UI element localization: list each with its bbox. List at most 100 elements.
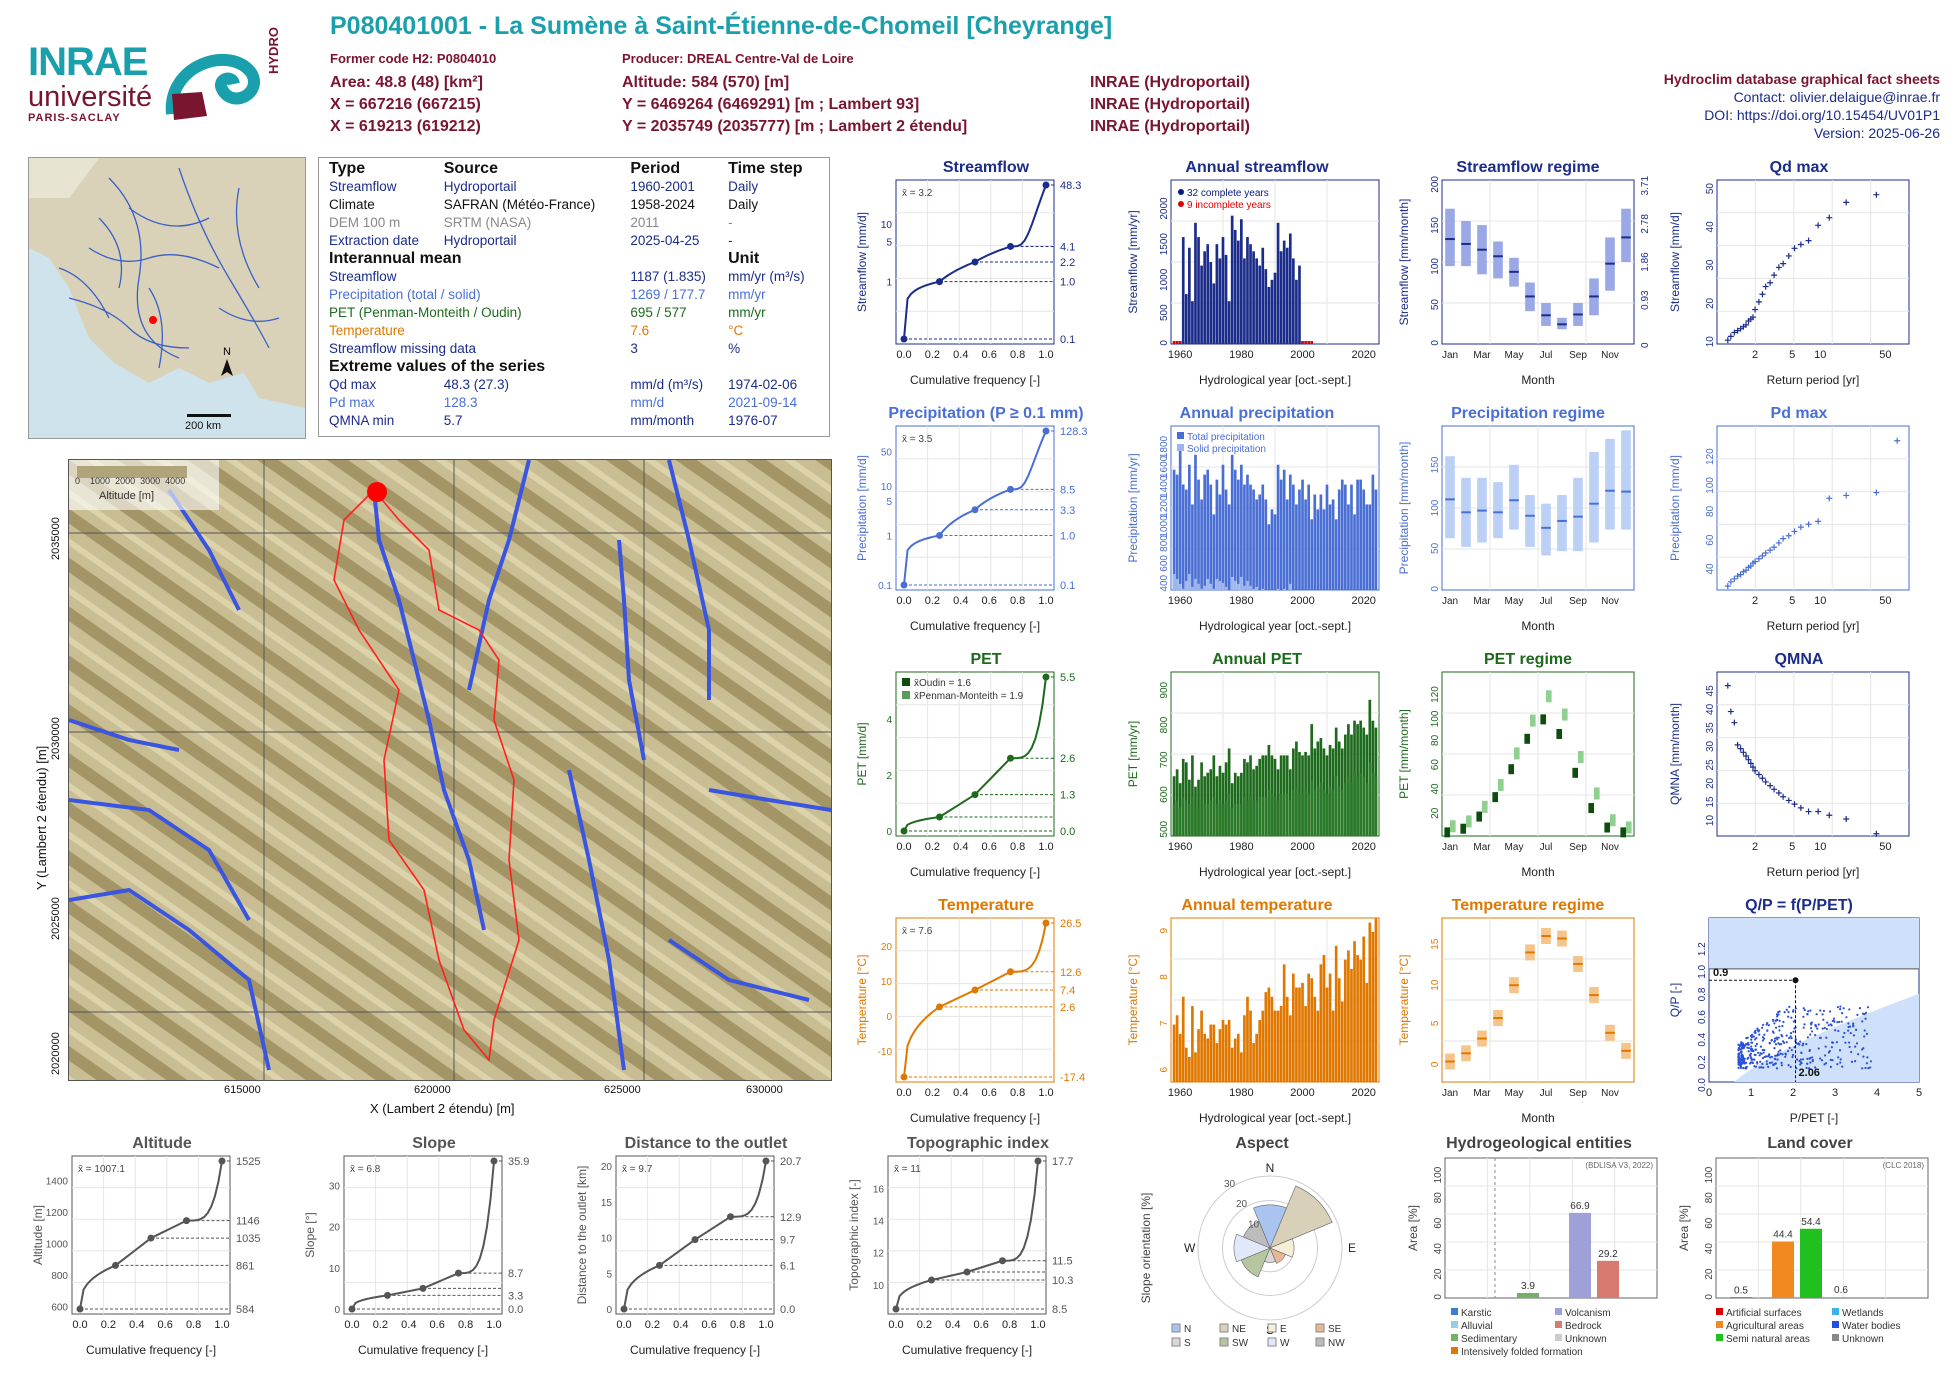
tick-label: 1.0 bbox=[758, 1319, 773, 1331]
return-point bbox=[1747, 760, 1754, 767]
bar bbox=[1356, 776, 1359, 836]
bar bbox=[1356, 955, 1359, 1082]
bar bbox=[1301, 793, 1304, 836]
tick-label: 10 bbox=[1430, 979, 1441, 991]
scatter-point bbox=[1764, 1055, 1768, 1058]
bar bbox=[1282, 793, 1286, 836]
scatter-point bbox=[1776, 1018, 1779, 1021]
tick-label: 2020 bbox=[1351, 349, 1375, 361]
rose-ring bbox=[1221, 1199, 1319, 1297]
scatter-point bbox=[1741, 1062, 1744, 1065]
tick-label: May bbox=[1505, 1088, 1524, 1099]
bar bbox=[1276, 588, 1280, 590]
chart-svg: PET regime 20 40 60 80 100 120 Jan Mar May Jul Sep N… bbox=[1397, 651, 1635, 879]
scatter-point bbox=[1802, 1026, 1805, 1029]
bar bbox=[1353, 772, 1356, 836]
scatter-point bbox=[1796, 1042, 1799, 1045]
tick-label: 800 bbox=[51, 1271, 68, 1282]
scatter-point bbox=[1863, 1029, 1866, 1032]
scatter-point bbox=[1780, 1042, 1783, 1046]
tick-label: 1600 bbox=[1159, 455, 1170, 478]
scatter-point bbox=[1816, 1027, 1819, 1030]
regime-box-penman bbox=[1530, 714, 1536, 727]
legend-swatch bbox=[1555, 1321, 1562, 1328]
tick-label: Jan bbox=[1442, 596, 1458, 607]
table-row: Streamflow missing data 3% bbox=[325, 340, 823, 358]
tick-label: 2 bbox=[1752, 595, 1758, 607]
legend-label: Water bodies bbox=[1842, 1321, 1901, 1332]
table-row: Climate SAFRAN (Météo-France) 1958-2024 Dai… bbox=[325, 196, 823, 214]
bar bbox=[1246, 580, 1249, 590]
scatter-point bbox=[1757, 1051, 1760, 1054]
scatter-point bbox=[1803, 1023, 1806, 1026]
scatter-point bbox=[1770, 1061, 1773, 1064]
bar bbox=[1255, 258, 1258, 344]
bar bbox=[1218, 1029, 1222, 1082]
axis-label: Hydrological year [oct.-sept.] bbox=[1199, 1111, 1351, 1125]
bar bbox=[1301, 479, 1304, 590]
quantile-label: 7.4 bbox=[1060, 985, 1075, 997]
scatter-point bbox=[1749, 1052, 1752, 1055]
bar bbox=[1203, 804, 1206, 836]
return-point bbox=[1797, 804, 1804, 811]
bar bbox=[1215, 479, 1219, 590]
cell: 128.3 bbox=[443, 395, 478, 410]
bar bbox=[1188, 573, 1191, 590]
cell: Streamflow missing data bbox=[329, 341, 477, 356]
tick-label: 1000 bbox=[46, 1240, 69, 1251]
tick-label: 1960 bbox=[1168, 1087, 1192, 1099]
bar bbox=[1212, 514, 1216, 590]
plot-frame bbox=[1444, 1157, 1658, 1299]
chart-temperature: Temperature 26.5 12.6 7.4 2.6 -17.4 -10 0 10 20 0.… bbox=[852, 894, 1120, 1130]
tick-label: 15 bbox=[1430, 938, 1441, 950]
tick-label: 40 bbox=[1705, 563, 1716, 575]
tick-label: 0.6 bbox=[158, 1319, 173, 1331]
bar bbox=[1200, 800, 1203, 836]
scatter-point bbox=[1832, 1019, 1835, 1022]
scatter-point bbox=[1750, 1049, 1753, 1052]
axis-label: Precipitation [mm/d] bbox=[1668, 455, 1682, 561]
legend-swatch bbox=[1555, 1334, 1562, 1341]
scatter-point bbox=[1823, 1063, 1826, 1066]
tick-label: 10 bbox=[601, 1234, 613, 1245]
category-bar bbox=[1517, 1293, 1539, 1298]
scatter-point bbox=[1843, 1031, 1846, 1035]
scatter-point bbox=[1847, 1022, 1850, 1025]
scatter-point bbox=[1754, 1053, 1757, 1057]
legend-swatch bbox=[1267, 1337, 1277, 1347]
axis-label: Cumulative frequency [-] bbox=[86, 1343, 216, 1357]
scatter-point bbox=[1814, 1033, 1817, 1037]
scatter-point bbox=[1788, 1005, 1791, 1008]
axis-label: PET [mm/month] bbox=[1397, 709, 1411, 799]
bar bbox=[1191, 797, 1194, 836]
bar bbox=[1212, 588, 1216, 590]
tick-label: 0.4 bbox=[945, 1319, 960, 1331]
legend-label: Agricultural areas bbox=[1726, 1321, 1804, 1332]
tick-label: 1.0 bbox=[1030, 1319, 1045, 1331]
scatter-point bbox=[1824, 1045, 1827, 1048]
chart-pd-max: Pd max 40 60 80 100 120 2 5 10 50 Precipitation [m… bbox=[1665, 402, 1933, 638]
scatter-point bbox=[1815, 1025, 1818, 1028]
chart-title: Annual precipitation bbox=[1180, 405, 1335, 422]
bar bbox=[1359, 772, 1362, 836]
legend-swatch bbox=[1177, 444, 1184, 451]
legend-label: W bbox=[1280, 1338, 1290, 1349]
bar bbox=[1371, 474, 1375, 590]
bar bbox=[1288, 583, 1292, 590]
bar-label: 44.4 bbox=[1773, 1229, 1793, 1240]
bar bbox=[1307, 484, 1310, 590]
tick-label: 150 bbox=[1430, 217, 1441, 234]
scatter-point bbox=[1756, 1061, 1759, 1064]
database-info: Hydroclim database graphical fact sheets… bbox=[1664, 70, 1940, 142]
quantile-label: 9.7 bbox=[780, 1235, 795, 1247]
rose-label-w: W bbox=[1184, 1241, 1196, 1255]
bar bbox=[1230, 215, 1234, 344]
return-point bbox=[1734, 327, 1741, 334]
chart-title: Streamflow regime bbox=[1456, 159, 1599, 176]
bar bbox=[1200, 1010, 1203, 1082]
regime-box bbox=[1509, 464, 1519, 530]
tick-label: 1.86 bbox=[1640, 252, 1651, 272]
table-row: DEM 100 m SRTM (NASA) 2011 - bbox=[325, 214, 823, 232]
rose-sector bbox=[1269, 1185, 1333, 1249]
bar bbox=[1172, 573, 1176, 590]
